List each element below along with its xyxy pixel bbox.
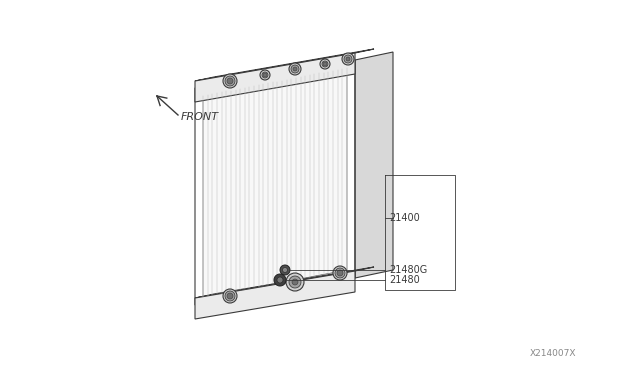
Circle shape bbox=[320, 59, 330, 69]
Text: 21480: 21480 bbox=[389, 275, 420, 285]
Circle shape bbox=[289, 63, 301, 75]
Text: 21400: 21400 bbox=[389, 212, 420, 222]
Circle shape bbox=[223, 289, 237, 303]
Circle shape bbox=[282, 267, 287, 273]
Circle shape bbox=[225, 291, 235, 301]
Circle shape bbox=[260, 70, 270, 80]
Circle shape bbox=[323, 62, 327, 66]
Polygon shape bbox=[195, 267, 374, 298]
Circle shape bbox=[262, 72, 268, 78]
Circle shape bbox=[277, 277, 283, 283]
Circle shape bbox=[344, 55, 352, 63]
Circle shape bbox=[293, 67, 297, 71]
Circle shape bbox=[225, 76, 235, 86]
Polygon shape bbox=[195, 53, 355, 102]
Circle shape bbox=[227, 293, 233, 299]
Circle shape bbox=[291, 65, 299, 73]
Circle shape bbox=[342, 53, 354, 65]
Circle shape bbox=[335, 268, 345, 278]
Circle shape bbox=[337, 270, 343, 276]
Text: 21480G: 21480G bbox=[389, 265, 428, 275]
Circle shape bbox=[223, 74, 237, 88]
Circle shape bbox=[280, 265, 290, 275]
Polygon shape bbox=[203, 68, 347, 297]
Circle shape bbox=[322, 61, 328, 67]
Circle shape bbox=[263, 73, 267, 77]
Circle shape bbox=[286, 273, 304, 291]
Polygon shape bbox=[355, 52, 393, 278]
Polygon shape bbox=[195, 49, 374, 81]
Circle shape bbox=[333, 266, 347, 280]
Circle shape bbox=[289, 276, 301, 288]
Circle shape bbox=[292, 279, 298, 285]
Text: X214007X: X214007X bbox=[530, 349, 577, 358]
Circle shape bbox=[346, 57, 350, 61]
Text: FRONT: FRONT bbox=[181, 112, 219, 122]
Polygon shape bbox=[195, 271, 355, 319]
Circle shape bbox=[227, 78, 233, 84]
Circle shape bbox=[274, 274, 286, 286]
